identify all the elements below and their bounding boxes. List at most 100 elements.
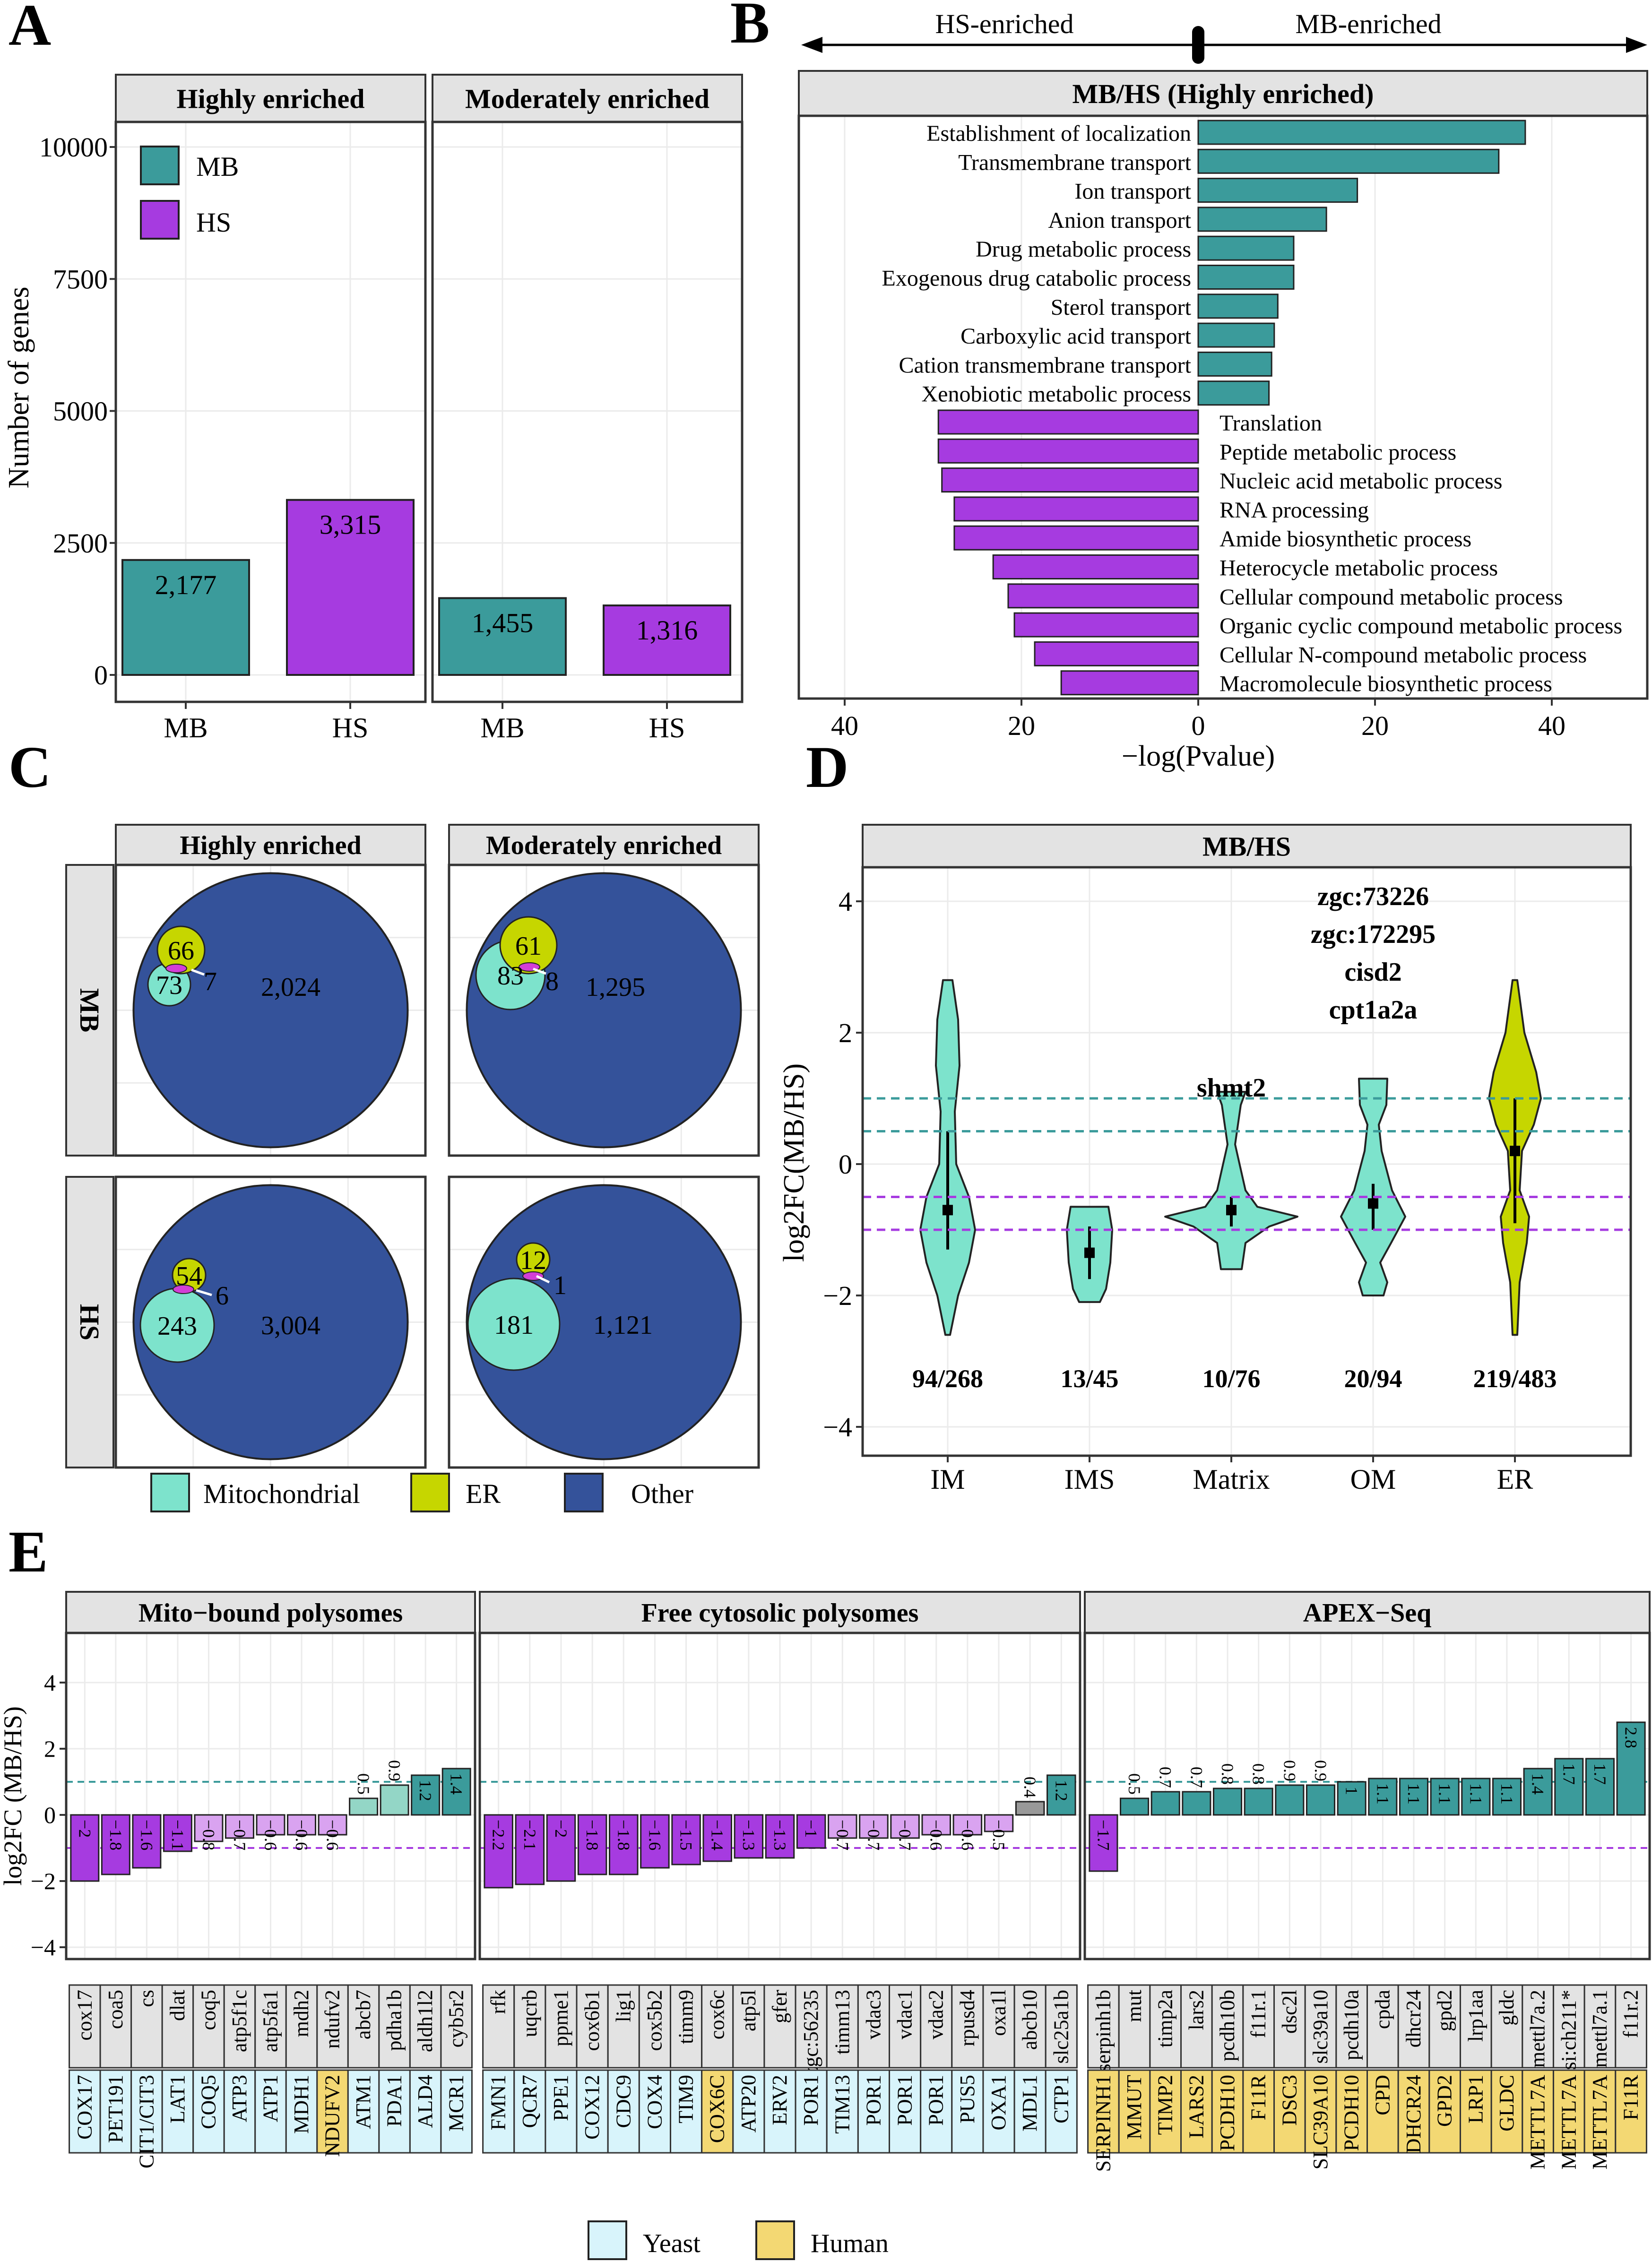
panel-e-gene-cell bbox=[638, 1984, 671, 2069]
panel-e-bar-label: 1.1 bbox=[1497, 1783, 1516, 1804]
panel-c-er-count: 66 bbox=[168, 936, 194, 966]
panel-e-bar-label: −1.6 bbox=[645, 1820, 664, 1850]
panel-e-gene-cell bbox=[701, 1984, 734, 2069]
panel-e-gene-label: coq5 bbox=[197, 1990, 220, 2030]
panel-c-legend-label: Other bbox=[631, 1478, 693, 1509]
panel-e-homolog-cell bbox=[316, 2069, 349, 2154]
panel-b-term-label-mb: Ion transport bbox=[1074, 179, 1191, 204]
panel-e-gene-cell bbox=[1242, 1984, 1275, 2069]
panel-e-gene-label: uqcrb bbox=[518, 1990, 541, 2037]
panel-c-col-strip: Moderately enriched bbox=[486, 831, 722, 860]
panel-a-bar bbox=[438, 597, 567, 676]
panel-e-gene-cell bbox=[857, 1984, 891, 2069]
panel-e-homolog-label: POR1 bbox=[925, 2075, 948, 2126]
panel-d-count-label: 13/45 bbox=[1060, 1364, 1118, 1393]
panel-a-bar-label: 1,455 bbox=[472, 607, 534, 638]
panel-e-homolog-label: LARS2 bbox=[1185, 2075, 1208, 2138]
panel-e-homolog-cell bbox=[1211, 2069, 1244, 2154]
panel-e-homolog-label: OXA1 bbox=[987, 2075, 1010, 2130]
panel-e-homolog-label: METTL7A bbox=[1588, 2075, 1611, 2170]
panel-e-bar-label: −1.5 bbox=[677, 1820, 696, 1850]
panel-a-x-tick-label: MB bbox=[480, 712, 524, 743]
panel-e-homolog-label: MDL1 bbox=[1018, 2075, 1041, 2132]
panel-e-homolog-cell bbox=[409, 2069, 442, 2154]
panel-e-gene-label: aldh1l2 bbox=[414, 1990, 437, 2052]
panel-e-homolog-label: COX4 bbox=[643, 2075, 666, 2129]
panel-e-gene-label: f11r.2 bbox=[1619, 1990, 1643, 2038]
panel-e-bar bbox=[1616, 1721, 1646, 1816]
panel-c-overlap bbox=[173, 1285, 194, 1294]
panel-e-homolog-cell bbox=[1583, 2069, 1617, 2154]
panel-a-y-axis-title: Number of genes bbox=[3, 287, 35, 489]
panel-e-bar-label: 1.7 bbox=[1591, 1763, 1609, 1785]
panel-b-bar-hs bbox=[992, 554, 1199, 579]
panel-b-term-label-mb: Sterol transport bbox=[1051, 295, 1192, 320]
panel-e-homolog-label: PDA1 bbox=[383, 2075, 406, 2127]
panel-e-homolog-label: MMUT bbox=[1123, 2075, 1146, 2140]
panel-b-term-label-hs: Heterocycle metabolic process bbox=[1220, 556, 1498, 581]
panel-e-homolog-label: QCR7 bbox=[518, 2075, 541, 2128]
panel-e-gene-label: timp2a bbox=[1154, 1990, 1177, 2047]
panel-e-homolog-label: PPE1 bbox=[549, 2075, 572, 2121]
panel-e-bar bbox=[194, 1814, 224, 1842]
panel-c-er-circle bbox=[499, 916, 558, 975]
panel-d-count-label: 219/483 bbox=[1473, 1364, 1557, 1393]
panel-e-gene-label: atp5f1c bbox=[228, 1990, 251, 2052]
panel-e-bar bbox=[1212, 1787, 1243, 1816]
panel-c-legend-key bbox=[150, 1473, 190, 1512]
panel-e-bar-label: 0.9 bbox=[1311, 1760, 1330, 1781]
panel-b-term-label-mb: Anion transport bbox=[1048, 208, 1191, 233]
panel-e-gene-cell bbox=[1149, 1984, 1182, 2069]
panel-e-homolog-label: F11R bbox=[1619, 2074, 1643, 2120]
panel-c-overlap-arrow bbox=[196, 1289, 212, 1296]
panel-b-arrow-head-left bbox=[801, 37, 822, 53]
panel-e-bar-label: −2.2 bbox=[489, 1820, 508, 1850]
panel-e-bar bbox=[1585, 1758, 1615, 1816]
panel-c-other-circle bbox=[466, 872, 742, 1148]
panel-d-strip-bg bbox=[862, 824, 1632, 868]
panel-e-bar bbox=[484, 1814, 513, 1889]
panel-c-other-count: 2,024 bbox=[261, 973, 320, 1002]
panel-e-gene-label: cs bbox=[135, 1990, 158, 2007]
panel-e-bar-label: −0.7 bbox=[864, 1820, 883, 1850]
panel-b-term-label-mb: Exogenous drug catabolic process bbox=[882, 266, 1191, 291]
panel-e-legend-label-yeast: Yeast bbox=[643, 2229, 701, 2258]
panel-e-bar-label: −0.6 bbox=[292, 1820, 311, 1850]
panel-e-bar bbox=[921, 1814, 951, 1836]
panel-d-x-tick-label: IM bbox=[930, 1464, 965, 1495]
panel-e-gene-label: pcdh10b bbox=[1216, 1990, 1239, 2062]
panel-e-bar bbox=[1368, 1778, 1398, 1816]
panel-a-y-tick-label: 10000 bbox=[39, 132, 108, 163]
panel-e-bar bbox=[1089, 1814, 1118, 1872]
panel-e-homolog-cell bbox=[1304, 2069, 1337, 2154]
panel-d-count-label: 20/94 bbox=[1344, 1364, 1402, 1393]
panel-e-y-tick-label: −4 bbox=[31, 1934, 56, 1960]
panel-e-bar bbox=[890, 1814, 920, 1839]
panel-e-homolog-label: TIMP2 bbox=[1154, 2075, 1177, 2135]
panel-e-gene-label: oxa1l bbox=[987, 1990, 1010, 2036]
panel-e-bar bbox=[256, 1814, 285, 1836]
panel-e-gene-label: ppme1 bbox=[549, 1990, 572, 2046]
panel-e-bar-label: 0.8 bbox=[1249, 1763, 1268, 1785]
panel-b-x-axis-title: −log(Pvalue) bbox=[1122, 740, 1275, 772]
panel-a-legend-key-mb bbox=[140, 146, 180, 185]
panel-b-bar-mb bbox=[1197, 235, 1295, 261]
panel-e-gene-cell bbox=[161, 1984, 194, 2069]
panel-e-bar bbox=[796, 1814, 826, 1849]
panel-c-overlap bbox=[165, 964, 187, 973]
panel-d-y-tick-label: 2 bbox=[839, 1018, 852, 1048]
panel-e-gene-label: timm9 bbox=[675, 1990, 698, 2044]
panel-a-strip-bg bbox=[432, 74, 743, 123]
panel-e-gene-cell bbox=[1615, 1984, 1647, 2069]
panel-d-median-point bbox=[1084, 1247, 1095, 1258]
panel-d-y-axis-title: log2FC(MB/HS) bbox=[778, 1063, 810, 1262]
panel-b-arrow-center-marker bbox=[1192, 26, 1204, 64]
panel-c-overlap-count: 6 bbox=[216, 1281, 229, 1311]
panel-e-bar-label: 0.7 bbox=[1156, 1767, 1175, 1788]
panel-b-term-label-mb: Establishment of localization bbox=[926, 121, 1191, 146]
panel-e-strip: APEX−Seq bbox=[1303, 1598, 1432, 1628]
panel-e-homolog-label: SLC39A10 bbox=[1309, 2075, 1332, 2169]
panel-e-gene-label: dlat bbox=[166, 1990, 189, 2021]
panel-e-gene-label: cox17 bbox=[73, 1990, 96, 2041]
panel-c-er-count: 61 bbox=[515, 932, 542, 961]
